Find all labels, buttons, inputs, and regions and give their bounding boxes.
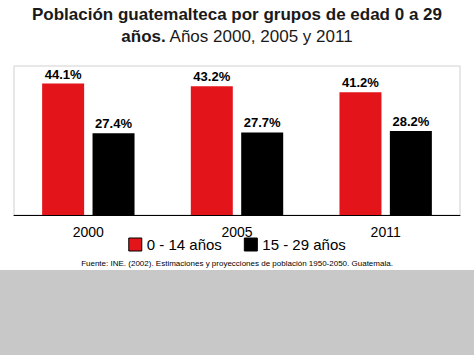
svg-text:Fuente: INE. (2002). Estimacio: Fuente: INE. (2002). Estimaciones y proy… xyxy=(81,259,393,268)
svg-text:0 - 14 años: 0 - 14 años xyxy=(147,236,222,253)
svg-text:15 - 29 años: 15 - 29 años xyxy=(262,236,345,253)
svg-text:27.4%: 27.4% xyxy=(95,116,132,131)
svg-text:41.2%: 41.2% xyxy=(342,75,379,90)
svg-text:44.1%: 44.1% xyxy=(45,67,82,82)
svg-text:2000: 2000 xyxy=(73,224,104,240)
svg-text:2005: 2005 xyxy=(221,224,253,240)
svg-text:2011: 2011 xyxy=(371,224,401,240)
svg-text:43.2%: 43.2% xyxy=(193,69,230,84)
svg-text:28.2%: 28.2% xyxy=(392,114,429,129)
html-text:Población guatemalteca por gru: Población guatemalteca por grupos de eda… xyxy=(32,5,442,46)
svg-text:27.7%: 27.7% xyxy=(244,115,281,130)
